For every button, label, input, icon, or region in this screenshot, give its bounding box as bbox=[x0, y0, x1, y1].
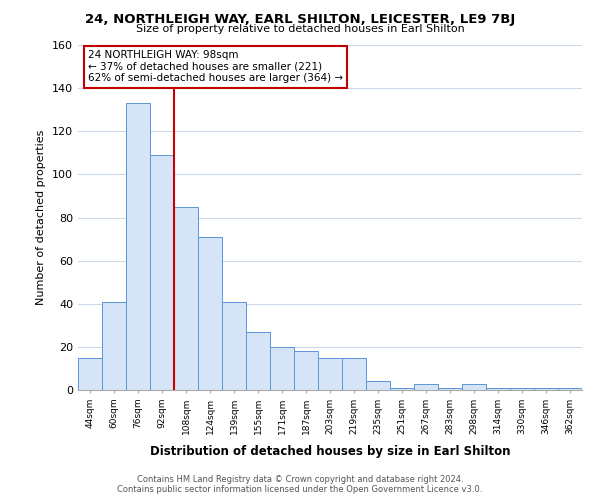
Bar bbox=[198, 237, 222, 390]
Bar bbox=[78, 358, 102, 390]
Bar bbox=[342, 358, 366, 390]
Bar bbox=[414, 384, 438, 390]
Bar bbox=[366, 382, 390, 390]
Bar bbox=[462, 384, 486, 390]
Bar bbox=[510, 388, 534, 390]
Bar bbox=[222, 302, 246, 390]
Bar bbox=[270, 347, 294, 390]
Bar bbox=[102, 302, 126, 390]
Bar bbox=[150, 155, 174, 390]
X-axis label: Distribution of detached houses by size in Earl Shilton: Distribution of detached houses by size … bbox=[150, 445, 510, 458]
Bar bbox=[318, 358, 342, 390]
Text: 24 NORTHLEIGH WAY: 98sqm
← 37% of detached houses are smaller (221)
62% of semi-: 24 NORTHLEIGH WAY: 98sqm ← 37% of detach… bbox=[88, 50, 343, 84]
Bar bbox=[534, 388, 558, 390]
Text: Contains HM Land Registry data © Crown copyright and database right 2024.
Contai: Contains HM Land Registry data © Crown c… bbox=[118, 474, 482, 494]
Bar bbox=[486, 388, 510, 390]
Bar bbox=[126, 103, 150, 390]
Bar bbox=[246, 332, 270, 390]
Bar bbox=[294, 351, 318, 390]
Text: 24, NORTHLEIGH WAY, EARL SHILTON, LEICESTER, LE9 7BJ: 24, NORTHLEIGH WAY, EARL SHILTON, LEICES… bbox=[85, 12, 515, 26]
Bar bbox=[558, 388, 582, 390]
Bar bbox=[438, 388, 462, 390]
Text: Size of property relative to detached houses in Earl Shilton: Size of property relative to detached ho… bbox=[136, 24, 464, 34]
Bar bbox=[174, 206, 198, 390]
Y-axis label: Number of detached properties: Number of detached properties bbox=[37, 130, 46, 305]
Bar bbox=[390, 388, 414, 390]
